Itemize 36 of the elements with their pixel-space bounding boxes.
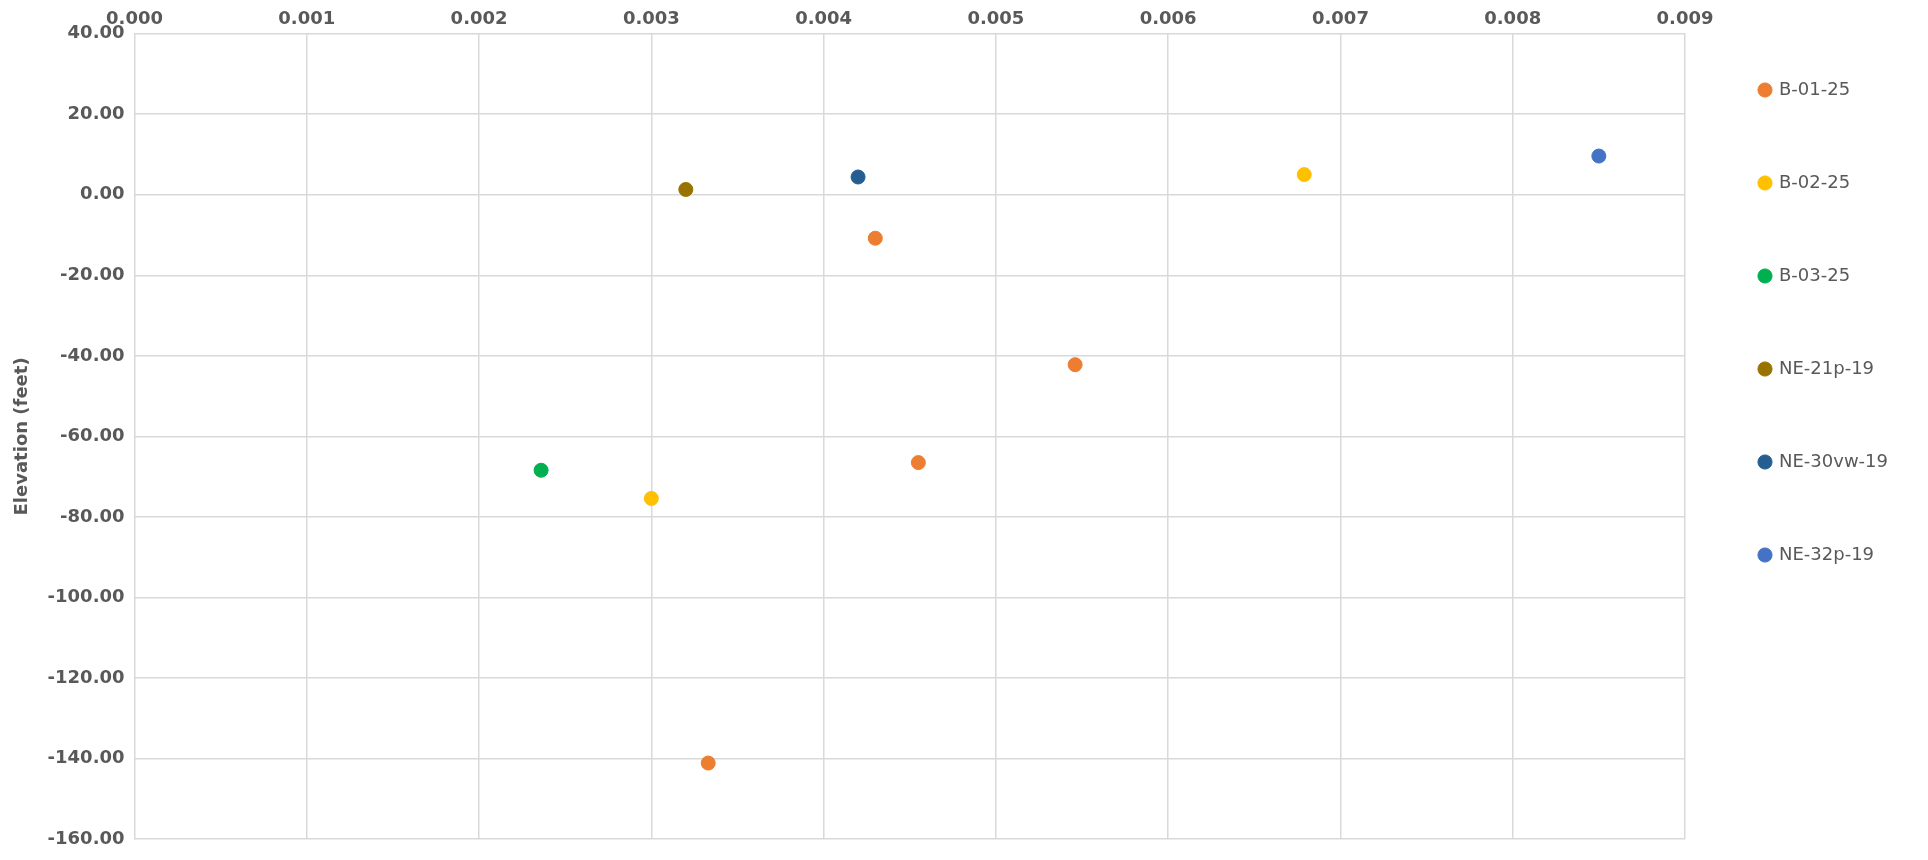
legend-label: B-02-25 bbox=[1778, 170, 1851, 192]
legend-label: NE-21p-19 bbox=[1778, 356, 1875, 378]
x-tick-label: 0.005 bbox=[967, 7, 1025, 29]
y-tick-label: 0.00 bbox=[80, 182, 125, 204]
legend-label: NE-30vw-19 bbox=[1778, 449, 1888, 471]
legend-label: B-03-25 bbox=[1778, 263, 1851, 285]
y-tick-label: -160.00 bbox=[47, 826, 125, 848]
x-tick-label: 0.003 bbox=[622, 7, 680, 29]
y-tick-label: -140.00 bbox=[47, 746, 125, 768]
point bbox=[678, 181, 694, 197]
point bbox=[1591, 148, 1607, 164]
x-tick-label: 0.008 bbox=[1484, 7, 1542, 29]
point bbox=[700, 755, 716, 771]
legend-label: B-01-25 bbox=[1778, 77, 1851, 99]
y-tick-label: -20.00 bbox=[60, 262, 125, 284]
x-tick-label: 0.004 bbox=[795, 7, 853, 29]
point bbox=[850, 169, 866, 185]
x-tick-label: 0.006 bbox=[1139, 7, 1197, 29]
x-tick-label: 0.002 bbox=[450, 7, 508, 29]
x-tick-label: 0.009 bbox=[1656, 7, 1714, 29]
y-tick-label: -100.00 bbox=[47, 585, 125, 607]
legend-label: NE-32p-19 bbox=[1778, 542, 1875, 564]
point bbox=[910, 455, 926, 471]
y-tick-label: -120.00 bbox=[47, 665, 125, 687]
point bbox=[1067, 357, 1083, 373]
y-tick-label: -80.00 bbox=[60, 504, 125, 526]
y-axis-title: Elevation (feet) bbox=[10, 357, 32, 516]
x-tick-label: 0.007 bbox=[1311, 7, 1369, 29]
point bbox=[533, 462, 549, 478]
x-tick-label: 0.001 bbox=[278, 7, 336, 29]
y-tick-label: 20.00 bbox=[67, 101, 125, 123]
y-tick-label: -40.00 bbox=[60, 343, 125, 365]
point bbox=[643, 490, 659, 506]
point bbox=[867, 230, 883, 246]
y-tick-label: -60.00 bbox=[60, 424, 125, 446]
point bbox=[1296, 167, 1312, 183]
